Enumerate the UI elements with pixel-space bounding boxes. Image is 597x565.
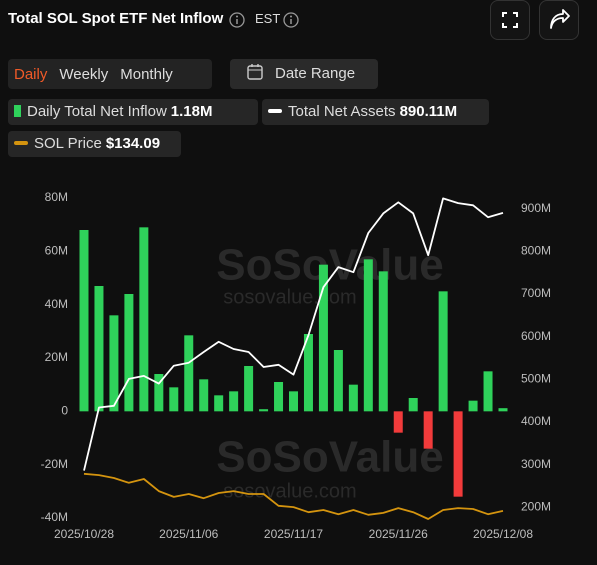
bar <box>94 286 104 412</box>
calendar-icon <box>247 64 263 80</box>
tz-info-icon[interactable] <box>282 10 302 30</box>
legend-swatch <box>268 109 282 114</box>
bar <box>453 411 463 497</box>
bar <box>274 382 284 412</box>
bar <box>139 227 149 412</box>
legend-value: $134.09 <box>105 135 161 152</box>
y-tick-label: 20M <box>45 350 68 364</box>
share-button[interactable] <box>539 0 579 40</box>
y2-tick-label: 900M <box>521 201 551 215</box>
fullscreen-button[interactable] <box>490 0 530 40</box>
legend-label: Daily Total Net Inflow <box>27 103 167 120</box>
timezone: EST <box>255 11 281 26</box>
bar <box>79 230 89 412</box>
legend-label: Total Net Assets <box>288 103 396 120</box>
watermark-url: sosovalue.com <box>223 480 356 502</box>
bar <box>184 335 194 412</box>
bar <box>438 291 448 412</box>
y-tick-label: 80M <box>45 190 68 204</box>
legend-item[interactable]: SOL Price $134.09 <box>8 131 181 157</box>
bar <box>109 315 119 412</box>
bar <box>468 400 478 412</box>
bar <box>229 391 239 412</box>
legend-value: 1.18M <box>170 103 213 120</box>
tab[interactable]: Weekly <box>59 65 109 83</box>
bar <box>214 395 224 412</box>
bar <box>363 259 373 412</box>
bar <box>498 408 508 412</box>
watermark-url: sosovalue.com <box>223 286 356 308</box>
bar <box>318 264 328 412</box>
y-tick-label: 60M <box>45 244 68 258</box>
bar <box>393 411 403 433</box>
x-tick-label: 2025/11/06 <box>159 527 218 541</box>
y2-tick-label: 200M <box>521 500 551 514</box>
bar <box>289 391 298 412</box>
bar <box>169 387 179 412</box>
fullscreen-icon <box>502 12 518 28</box>
date-range-label: Date Range <box>275 65 356 82</box>
x-tick-label: 2025/12/08 <box>473 527 533 541</box>
x-tick-label: 2025/10/28 <box>54 527 114 541</box>
x-tick-label: 2025/11/17 <box>264 527 323 541</box>
legend-item[interactable]: Daily Total Net Inflow 1.18M <box>8 99 258 125</box>
y2-tick-label: 400M <box>521 414 551 428</box>
y2-tick-label: 500M <box>521 372 551 386</box>
bar <box>378 271 388 412</box>
legend-item[interactable]: Total Net Assets 890.11M <box>262 99 489 125</box>
bar <box>154 374 164 412</box>
bar <box>408 398 418 412</box>
legend-swatch <box>14 141 28 146</box>
watermark: SoSoValue <box>216 433 443 482</box>
tabs: Daily Weekly Monthly <box>8 59 212 89</box>
legend-value: 890.11M <box>399 103 458 120</box>
y-tick-label: -40M <box>41 510 68 524</box>
bar <box>199 379 209 412</box>
legend-label: SOL Price <box>34 135 102 152</box>
y2-tick-label: 600M <box>521 329 551 343</box>
x-tick-label: 2025/11/26 <box>369 527 428 541</box>
bar <box>423 411 433 449</box>
bar <box>303 334 313 412</box>
y-tick-label: -20M <box>41 457 68 471</box>
title: Total SOL Spot ETF Net Inflow <box>8 10 224 27</box>
bar <box>483 371 493 412</box>
y-tick-label: 0 <box>61 404 68 418</box>
date-range-button[interactable]: Date Range <box>230 59 378 89</box>
bar <box>333 350 343 412</box>
y2-tick-label: 300M <box>521 457 551 471</box>
watermark: SoSoValue <box>216 241 443 290</box>
bar <box>348 384 358 412</box>
tab[interactable]: Monthly <box>120 65 173 83</box>
bar <box>124 294 134 412</box>
line <box>83 472 504 520</box>
info-icon[interactable] <box>228 10 248 30</box>
bar <box>259 409 269 412</box>
y-tick-label: 40M <box>45 297 68 311</box>
tab[interactable]: Daily <box>14 65 48 83</box>
y2-tick-label: 800M <box>521 244 551 258</box>
share-icon <box>550 9 570 29</box>
legend-swatch <box>14 105 21 118</box>
y2-tick-label: 700M <box>521 286 551 300</box>
line <box>83 197 504 471</box>
bar <box>244 366 254 412</box>
